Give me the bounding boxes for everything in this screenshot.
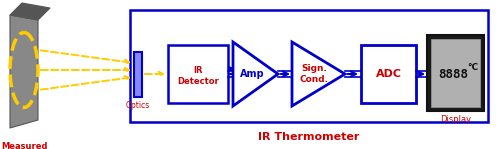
FancyBboxPatch shape (134, 52, 142, 97)
Text: Optics: Optics (126, 101, 150, 110)
Polygon shape (233, 42, 278, 106)
FancyBboxPatch shape (168, 45, 228, 103)
Text: ADC: ADC (376, 69, 402, 79)
Polygon shape (10, 3, 50, 20)
FancyBboxPatch shape (130, 10, 488, 122)
Text: Display: Display (440, 115, 471, 124)
Text: IR Thermometer: IR Thermometer (258, 132, 360, 142)
FancyBboxPatch shape (427, 35, 484, 111)
Text: IR
Detector: IR Detector (177, 66, 219, 86)
Text: °C: °C (467, 62, 478, 72)
Text: 8888: 8888 (438, 67, 468, 80)
Polygon shape (292, 42, 345, 106)
FancyBboxPatch shape (361, 45, 416, 103)
Text: Sign.
Cond.: Sign. Cond. (300, 64, 329, 84)
Text: Amp: Amp (240, 69, 265, 79)
Polygon shape (10, 15, 38, 128)
Text: Measured
Object: Measured Object (1, 142, 47, 149)
FancyBboxPatch shape (431, 39, 480, 107)
